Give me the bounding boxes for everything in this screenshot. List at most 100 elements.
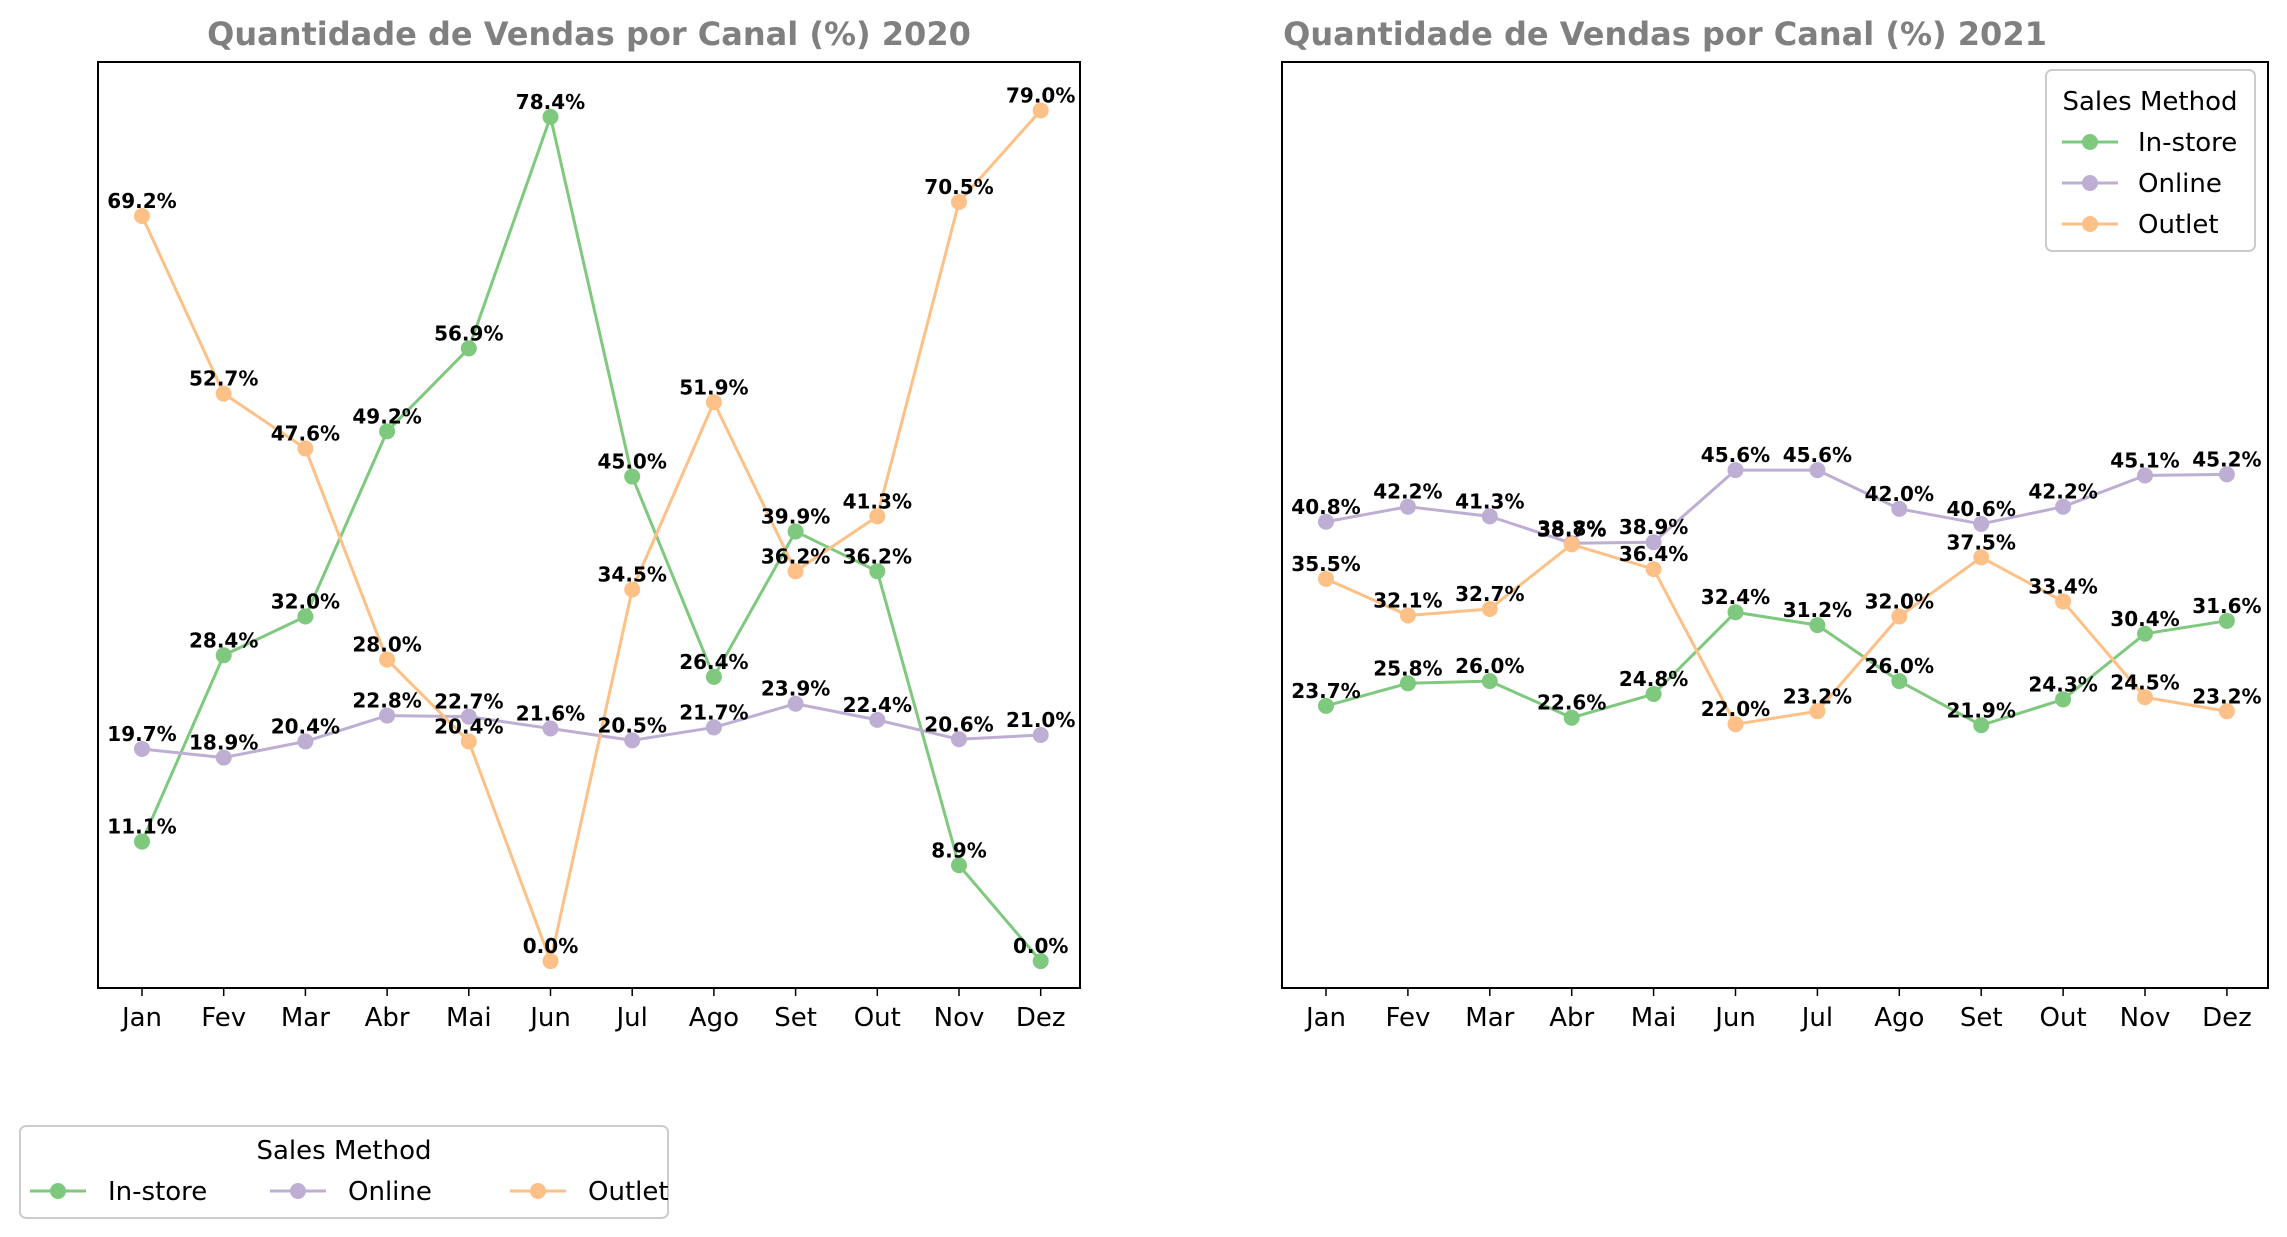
data-label-outlet-jan: 69.2% [107, 189, 176, 213]
chart-2021-legend: Sales Method In-store Online Outlet [2045, 69, 2256, 252]
point-outlet-set [1973, 549, 1990, 566]
point-in-store-jan [134, 833, 150, 850]
series-line-outlet [140, 109, 1042, 963]
point-online-dez [2218, 466, 2235, 483]
chart-2021-legend-items: In-store Online Outlet [2062, 128, 2237, 240]
point-in-store-fev [1399, 675, 1416, 692]
x-tick-label-jan: Jan [1304, 1003, 1346, 1033]
data-label-outlet-nov: 70.5% [924, 175, 993, 199]
x-tick-label-mar: Mar [1465, 1003, 1514, 1033]
point-outlet-mar [297, 440, 314, 457]
point-online-jul [624, 732, 641, 749]
point-online-set [787, 695, 804, 712]
point-outlet-ago [1891, 608, 1908, 625]
point-outlet-ago [705, 394, 722, 411]
data-label-in-store-mai: 56.9% [434, 321, 503, 345]
legend-marker-in-store [50, 1183, 66, 1199]
chart-2021-x-axis: Jan Fev Mar Abr Mai Jun Jul Ago Set Out Nov Dez [1304, 988, 2252, 1033]
legend-marker-in-store [2082, 134, 2098, 150]
point-in-store-dez [2218, 612, 2235, 629]
point-outlet-jan [134, 207, 150, 224]
point-outlet-dez [1032, 102, 1049, 119]
point-in-store-set [1973, 717, 1990, 734]
point-online-out [2055, 498, 2072, 515]
data-label-outlet-fev: 32.1% [1373, 588, 1442, 612]
data-label-in-store-mar: 26.0% [1455, 654, 1524, 678]
point-online-dez [1032, 726, 1049, 743]
point-in-store-mai [1645, 686, 1662, 703]
point-in-store-set [787, 523, 804, 540]
chart-2020-plot-frame [97, 61, 1081, 989]
data-label-online-jun: 21.6% [516, 702, 585, 726]
data-label-outlet-mai: 36.4% [1619, 542, 1688, 566]
point-in-store-jun [542, 108, 559, 125]
point-outlet-jul [1809, 703, 1826, 720]
data-label-outlet-jun: 0.0% [523, 934, 578, 958]
series-line-in-store [1325, 610, 2228, 727]
data-label-in-store-dez: 31.6% [2192, 594, 2261, 618]
data-label-outlet-jun: 22.0% [1701, 697, 1770, 721]
data-label-online-jan: 19.7% [107, 722, 176, 746]
legend-label-online: Online [348, 1177, 432, 1207]
point-in-store-nov [951, 857, 967, 874]
x-tick-label-mai: Mai [1631, 1003, 1677, 1033]
chart-2021-legend-title: Sales Method [2063, 87, 2238, 117]
x-tick-label-jun: Jun [1713, 1003, 1756, 1033]
chart-2020-title: Quantidade de Vendas por Canal (%) 2020 [207, 15, 971, 53]
x-tick-label-dez: Dez [1016, 1003, 1066, 1033]
data-label-outlet-mar: 47.6% [271, 422, 340, 446]
data-label-in-store-jun: 78.4% [516, 90, 585, 114]
chart-2020-legend-items: In-store Online Outlet [30, 1177, 669, 1207]
point-outlet-jun [1727, 716, 1744, 733]
chart-2020-series [134, 102, 1049, 970]
data-label-online-nov: 20.6% [924, 712, 993, 736]
data-label-online-fev: 42.2% [1373, 480, 1442, 504]
data-label-online-set: 23.9% [761, 677, 830, 701]
legend-label-outlet: Outlet [588, 1177, 669, 1207]
point-outlet-mar [1481, 600, 1498, 617]
x-tick-label-abr: Abr [1549, 1003, 1594, 1033]
data-label-in-store-jun: 32.4% [1701, 585, 1770, 609]
point-in-store-jun [1727, 604, 1744, 621]
chart-2020-x-axis: Jan Fev Mar Abr Mai Jun Jul Ago Set Out Nov Dez [120, 988, 1066, 1033]
x-tick-label-set: Set [1960, 1003, 2003, 1033]
data-label-outlet-dez: 23.2% [2192, 684, 2261, 708]
data-label-in-store-nov: 8.9% [931, 838, 986, 862]
series-line-in-store [140, 115, 1042, 963]
chart-2020-data-labels: 11.1% 28.4% 32.0% 49.2% 56.9% 78.4% 45.0% 26.4%… [107, 83, 1075, 958]
x-tick-label-fev: Fev [1385, 1003, 1430, 1033]
data-label-online-mai: 38.9% [1619, 515, 1688, 539]
data-label-outlet-abr: 28.0% [352, 633, 421, 657]
legend-label-in-store: In-store [2138, 128, 2237, 158]
chart-2021: Quantidade de Vendas por Canal (%) 2021 … [1281, 15, 2269, 1033]
point-online-fev [215, 749, 232, 766]
series-line-outlet [1325, 542, 2228, 726]
point-outlet-fev [1399, 607, 1416, 624]
data-label-online-dez: 21.0% [1006, 708, 1075, 732]
data-label-online-jul: 20.5% [598, 713, 667, 737]
point-outlet-dez [2218, 703, 2235, 720]
data-label-outlet-ago: 51.9% [679, 375, 748, 399]
chart-2021-plot-frame [1281, 61, 2269, 989]
x-tick-label-set: Set [774, 1003, 817, 1033]
data-label-online-jan: 40.8% [1291, 495, 1360, 519]
data-label-in-store-nov: 30.4% [2110, 607, 2179, 631]
point-online-fev [1399, 498, 1416, 515]
point-online-out [869, 711, 886, 728]
point-online-mar [1481, 508, 1498, 525]
chart-2020-legend-title: Sales Method [257, 1136, 432, 1166]
point-in-store-abr [379, 423, 396, 440]
data-label-in-store-jan: 11.1% [107, 815, 176, 839]
legend-label-outlet: Outlet [2138, 210, 2219, 240]
point-online-mar [297, 733, 314, 750]
point-in-store-ago [705, 668, 722, 685]
point-online-ago [705, 719, 722, 736]
data-label-online-fev: 18.9% [189, 731, 258, 755]
point-online-jun [1727, 462, 1744, 479]
legend-marker-online [290, 1183, 306, 1199]
data-label-online-out: 22.4% [843, 693, 912, 717]
data-label-outlet-out: 33.4% [2028, 574, 2097, 598]
data-label-online-mai: 22.7% [434, 690, 503, 714]
x-tick-label-jun: Jun [528, 1003, 571, 1033]
